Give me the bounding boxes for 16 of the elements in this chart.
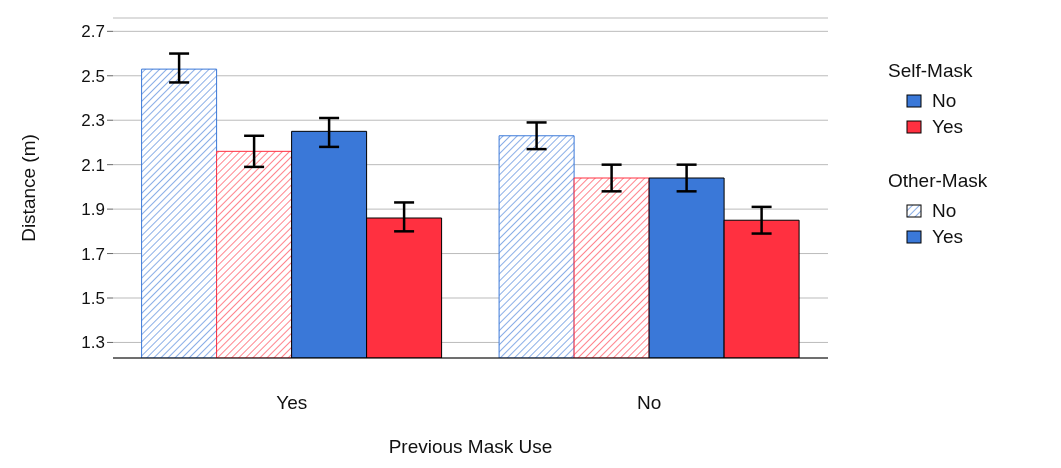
text: Self-Mask xyxy=(888,60,974,82)
y-tick-label: 2.7 xyxy=(81,22,105,42)
text: Yes xyxy=(932,226,963,248)
text: Yes xyxy=(932,116,963,138)
y-tick-label: 1.5 xyxy=(81,289,105,309)
y-tick-label: 2.3 xyxy=(81,111,105,131)
text: Other-Mask xyxy=(888,170,988,192)
text: No xyxy=(932,200,957,222)
y-tick-label: 2.1 xyxy=(81,155,105,175)
y-tick-label: 1.9 xyxy=(81,200,105,220)
x-axis-title: Previous Mask Use xyxy=(388,436,553,457)
y-tick-label: 1.7 xyxy=(81,244,105,264)
y-axis-title: Distance (m) xyxy=(17,134,39,242)
text: No xyxy=(932,90,957,112)
y-tick-label: 1.3 xyxy=(81,333,105,353)
y-tick-label: 2.5 xyxy=(81,66,105,86)
